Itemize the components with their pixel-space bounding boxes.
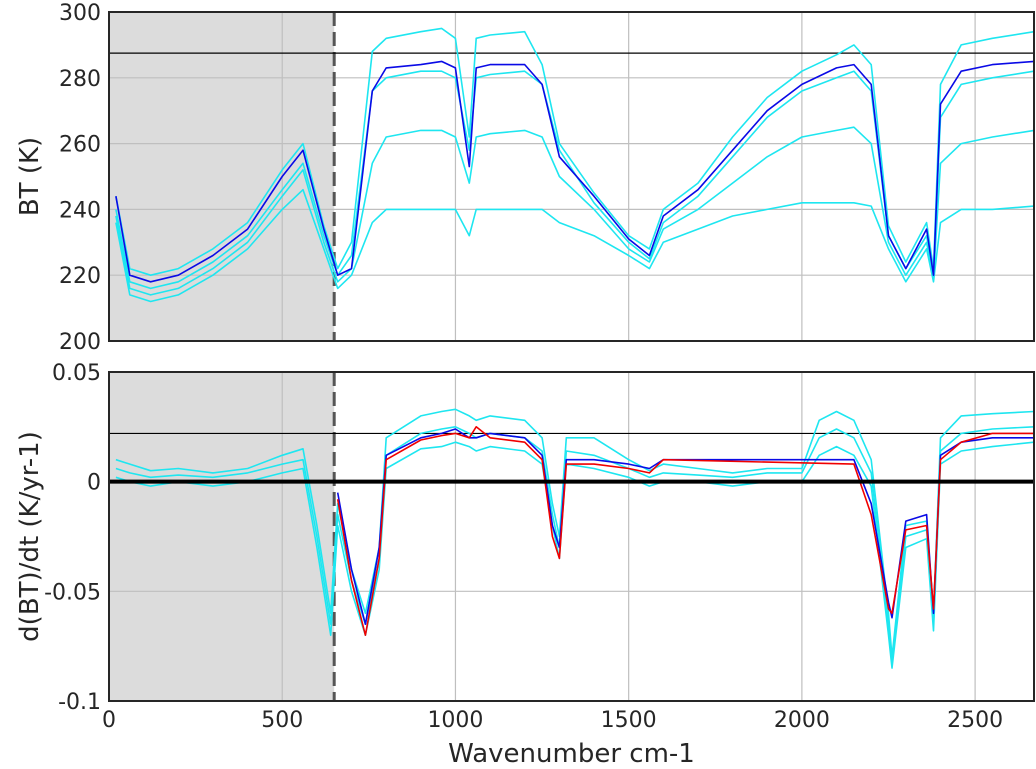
top-y-axis-label: BT (K) xyxy=(15,137,45,216)
top-series-line-4 xyxy=(115,60,1035,283)
bot-series-line-3 xyxy=(336,428,1034,626)
bottom-x-tick-labels: 0 500 1000 1500 2000 2500 xyxy=(102,708,1003,733)
bot-x-tick-label: 500 xyxy=(261,708,303,733)
bottom-shaded-region xyxy=(109,372,335,701)
top-panel: 200 220 240 260 280 300 BT (K) xyxy=(15,1,1035,355)
top-axes-frame xyxy=(108,11,1035,342)
bot-series-line-1 xyxy=(115,425,1035,663)
bottom-y-tick-labels: -0.1 -0.05 0 0.05 xyxy=(44,361,101,715)
top-series-line-0 xyxy=(115,27,1035,277)
top-y-tick-label: 260 xyxy=(59,133,101,158)
bot-series-line-0 xyxy=(115,408,1035,658)
x-axis-label: Wavenumber cm-1 xyxy=(448,739,695,769)
bottom-axes-frame xyxy=(108,371,1035,702)
top-series-line-2 xyxy=(115,126,1035,296)
top-series-group xyxy=(115,27,1035,303)
bot-y-tick-label: -0.05 xyxy=(44,580,101,605)
bot-x-tick-label: 1000 xyxy=(427,708,483,733)
top-y-tick-label: 200 xyxy=(59,330,101,355)
bot-y-tick-label: 0.05 xyxy=(52,361,101,386)
top-shaded-region xyxy=(109,12,335,341)
bottom-series-group xyxy=(115,408,1035,669)
bot-x-tick-label: 0 xyxy=(102,708,116,733)
top-y-tick-label: 300 xyxy=(59,1,101,26)
bot-x-tick-label: 1500 xyxy=(601,708,657,733)
bot-y-tick-label: 0 xyxy=(87,471,101,496)
bot-series-line-4 xyxy=(336,425,1034,637)
bottom-y-axis-label: d(BT)/dt (K/yr-1) xyxy=(15,431,45,642)
top-grid xyxy=(109,12,1034,341)
top-y-tick-labels: 200 220 240 260 280 300 xyxy=(59,1,101,355)
top-y-tick-label: 280 xyxy=(59,67,101,92)
top-series-line-3 xyxy=(115,188,1035,303)
top-y-tick-label: 240 xyxy=(59,198,101,223)
bottom-panel: -0.1 -0.05 0 0.05 0 500 1000 1500 2000 2500 d(BT… xyxy=(15,361,1035,769)
bot-x-tick-label: 2000 xyxy=(774,708,830,733)
bot-x-tick-label: 2500 xyxy=(947,708,1003,733)
top-y-tick-label: 220 xyxy=(59,264,101,289)
bot-y-tick-label: -0.1 xyxy=(58,690,101,715)
